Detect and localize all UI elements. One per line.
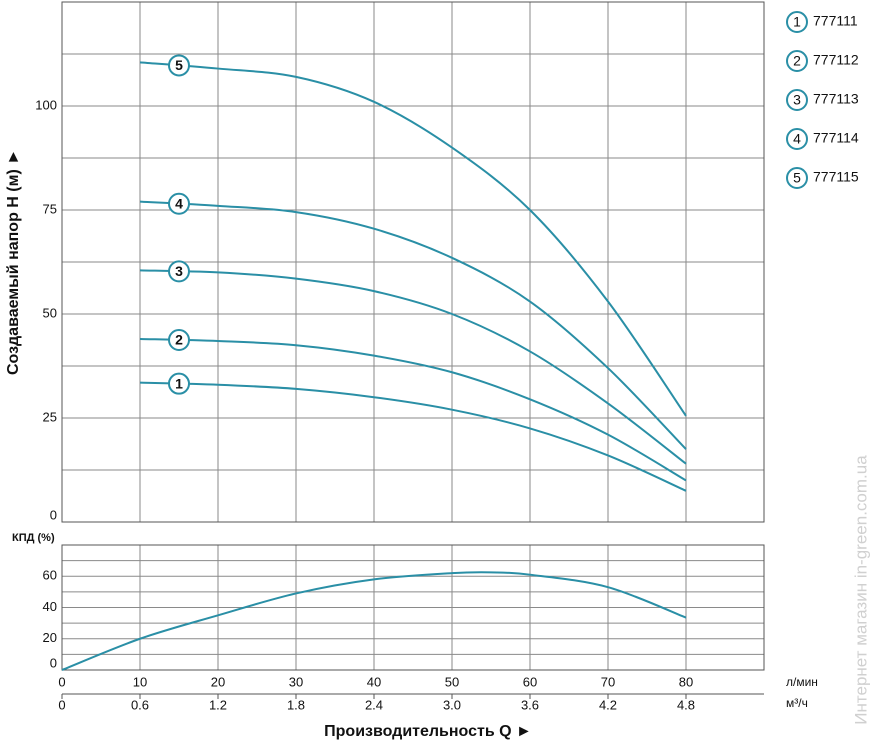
curve-marker-label: 2 — [175, 332, 183, 348]
y-tick-label: 40 — [43, 599, 57, 614]
x2-tick-label: 1.8 — [287, 697, 305, 712]
curve — [139, 200, 687, 450]
x2-tick-label: 3.0 — [443, 697, 461, 712]
x2-tick-label: 0 — [58, 697, 65, 712]
x2-tick-label: 1.2 — [209, 697, 227, 712]
legend-marker — [786, 50, 808, 72]
x-tick-label: 40 — [367, 674, 381, 689]
x-tick-label: 10 — [133, 674, 147, 689]
legend-marker-label: 4 — [793, 131, 801, 147]
legend-label: 777115 — [813, 169, 859, 185]
y-tick-label: 50 — [43, 305, 57, 320]
plot-frame — [61, 544, 765, 671]
curve-marker — [168, 192, 190, 215]
legend-label: 777113 — [813, 91, 859, 107]
plot-frame — [61, 1, 765, 523]
x2-tick-label: 4.2 — [599, 697, 617, 712]
x2-unit: м³/ч — [786, 696, 808, 710]
legend-marker-label: 5 — [793, 170, 801, 186]
x2-tick-label: 4.8 — [677, 697, 695, 712]
curve-marker — [168, 54, 190, 77]
legend-marker-label: 2 — [793, 53, 801, 69]
y-axis-title: Создаваемый напор H (м) ► — [5, 149, 22, 375]
legend-marker-label: 1 — [793, 14, 801, 30]
curve-marker — [168, 372, 190, 395]
legend-marker — [786, 89, 808, 111]
y-tick-label: 60 — [43, 568, 57, 583]
x-tick-label: 0 — [58, 674, 65, 689]
x2-tick-label: 0.6 — [131, 697, 149, 712]
x-tick-label: 60 — [523, 674, 537, 689]
legend-marker-label: 3 — [793, 92, 801, 108]
curve — [61, 571, 687, 671]
x-tick-label: 20 — [211, 674, 225, 689]
legend-marker — [786, 167, 808, 189]
curve-marker-label: 5 — [175, 57, 183, 73]
curve-marker — [168, 260, 190, 283]
y-tick-label: 20 — [43, 630, 57, 645]
y-tick-label: 75 — [43, 201, 57, 216]
legend-label: 777111 — [813, 13, 858, 29]
x-axis-title: Производительность Q ► — [324, 723, 532, 740]
x-tick-label: 80 — [679, 674, 693, 689]
y-axis-title: КПД (%) — [12, 532, 55, 544]
legend-label: 777112 — [813, 52, 859, 68]
curve-marker-label: 4 — [175, 195, 183, 211]
curve — [139, 269, 687, 465]
y-tick-label: 100 — [35, 97, 57, 112]
curve — [139, 381, 687, 492]
x2-tick-label: 3.6 — [521, 697, 539, 712]
curve — [139, 337, 687, 482]
legend-marker — [786, 11, 808, 33]
x-tick-label: 70 — [601, 674, 615, 689]
watermark: Интернет магазин in-green.com.ua — [851, 455, 870, 725]
x-tick-label: 50 — [445, 674, 459, 689]
x-tick-label: 30 — [289, 674, 303, 689]
curve — [139, 61, 687, 417]
x-unit: л/мин — [786, 675, 818, 689]
curve-marker — [168, 329, 190, 351]
y-tick-label: 0 — [50, 655, 57, 670]
curve-marker-label: 3 — [175, 263, 183, 279]
y-tick-label: 25 — [43, 409, 57, 424]
y-tick-label: 0 — [50, 507, 57, 522]
legend-marker — [786, 128, 808, 150]
x2-tick-label: 2.4 — [365, 697, 383, 712]
curve-marker-label: 1 — [175, 375, 183, 391]
legend-label: 777114 — [813, 130, 859, 146]
